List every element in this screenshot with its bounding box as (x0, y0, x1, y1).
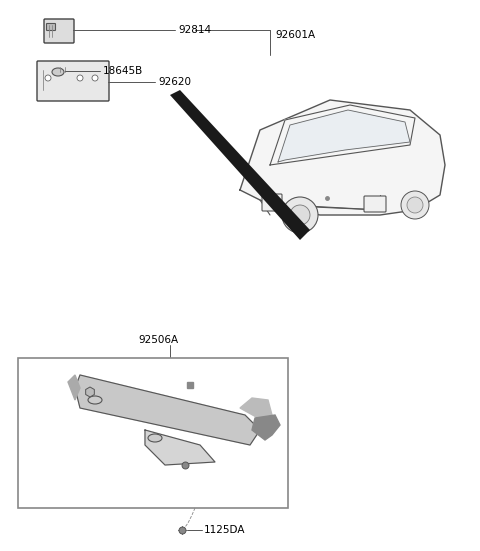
Text: 1125DA: 1125DA (204, 525, 245, 535)
Text: 18645B: 18645B (103, 66, 143, 76)
Circle shape (290, 205, 310, 225)
Text: 12492: 12492 (27, 385, 60, 395)
FancyBboxPatch shape (364, 196, 386, 212)
FancyBboxPatch shape (44, 19, 74, 43)
Text: 92601A: 92601A (275, 30, 315, 40)
Text: 92814: 92814 (178, 25, 211, 35)
PathPatch shape (170, 90, 310, 240)
Text: 81260B: 81260B (65, 447, 105, 457)
Text: 18645B: 18645B (70, 430, 110, 440)
Ellipse shape (148, 434, 162, 442)
Ellipse shape (52, 68, 64, 76)
Text: 18645B: 18645B (24, 398, 64, 408)
Circle shape (282, 197, 318, 233)
Text: 92506A: 92506A (138, 335, 178, 345)
FancyBboxPatch shape (37, 61, 109, 101)
Polygon shape (240, 398, 272, 418)
FancyBboxPatch shape (262, 194, 282, 211)
Circle shape (401, 191, 429, 219)
Polygon shape (145, 430, 215, 465)
Polygon shape (270, 105, 415, 165)
Polygon shape (278, 110, 410, 162)
Text: 1243BH: 1243BH (75, 463, 116, 473)
Polygon shape (68, 375, 80, 400)
Circle shape (77, 75, 83, 81)
FancyBboxPatch shape (47, 24, 56, 30)
Polygon shape (240, 100, 445, 215)
FancyBboxPatch shape (18, 358, 288, 508)
Circle shape (407, 197, 423, 213)
Circle shape (45, 75, 51, 81)
Circle shape (92, 75, 98, 81)
Ellipse shape (88, 396, 102, 404)
Polygon shape (252, 415, 280, 440)
Text: 92620: 92620 (158, 77, 191, 87)
Text: 1335AA: 1335AA (213, 366, 254, 376)
Polygon shape (75, 375, 260, 445)
